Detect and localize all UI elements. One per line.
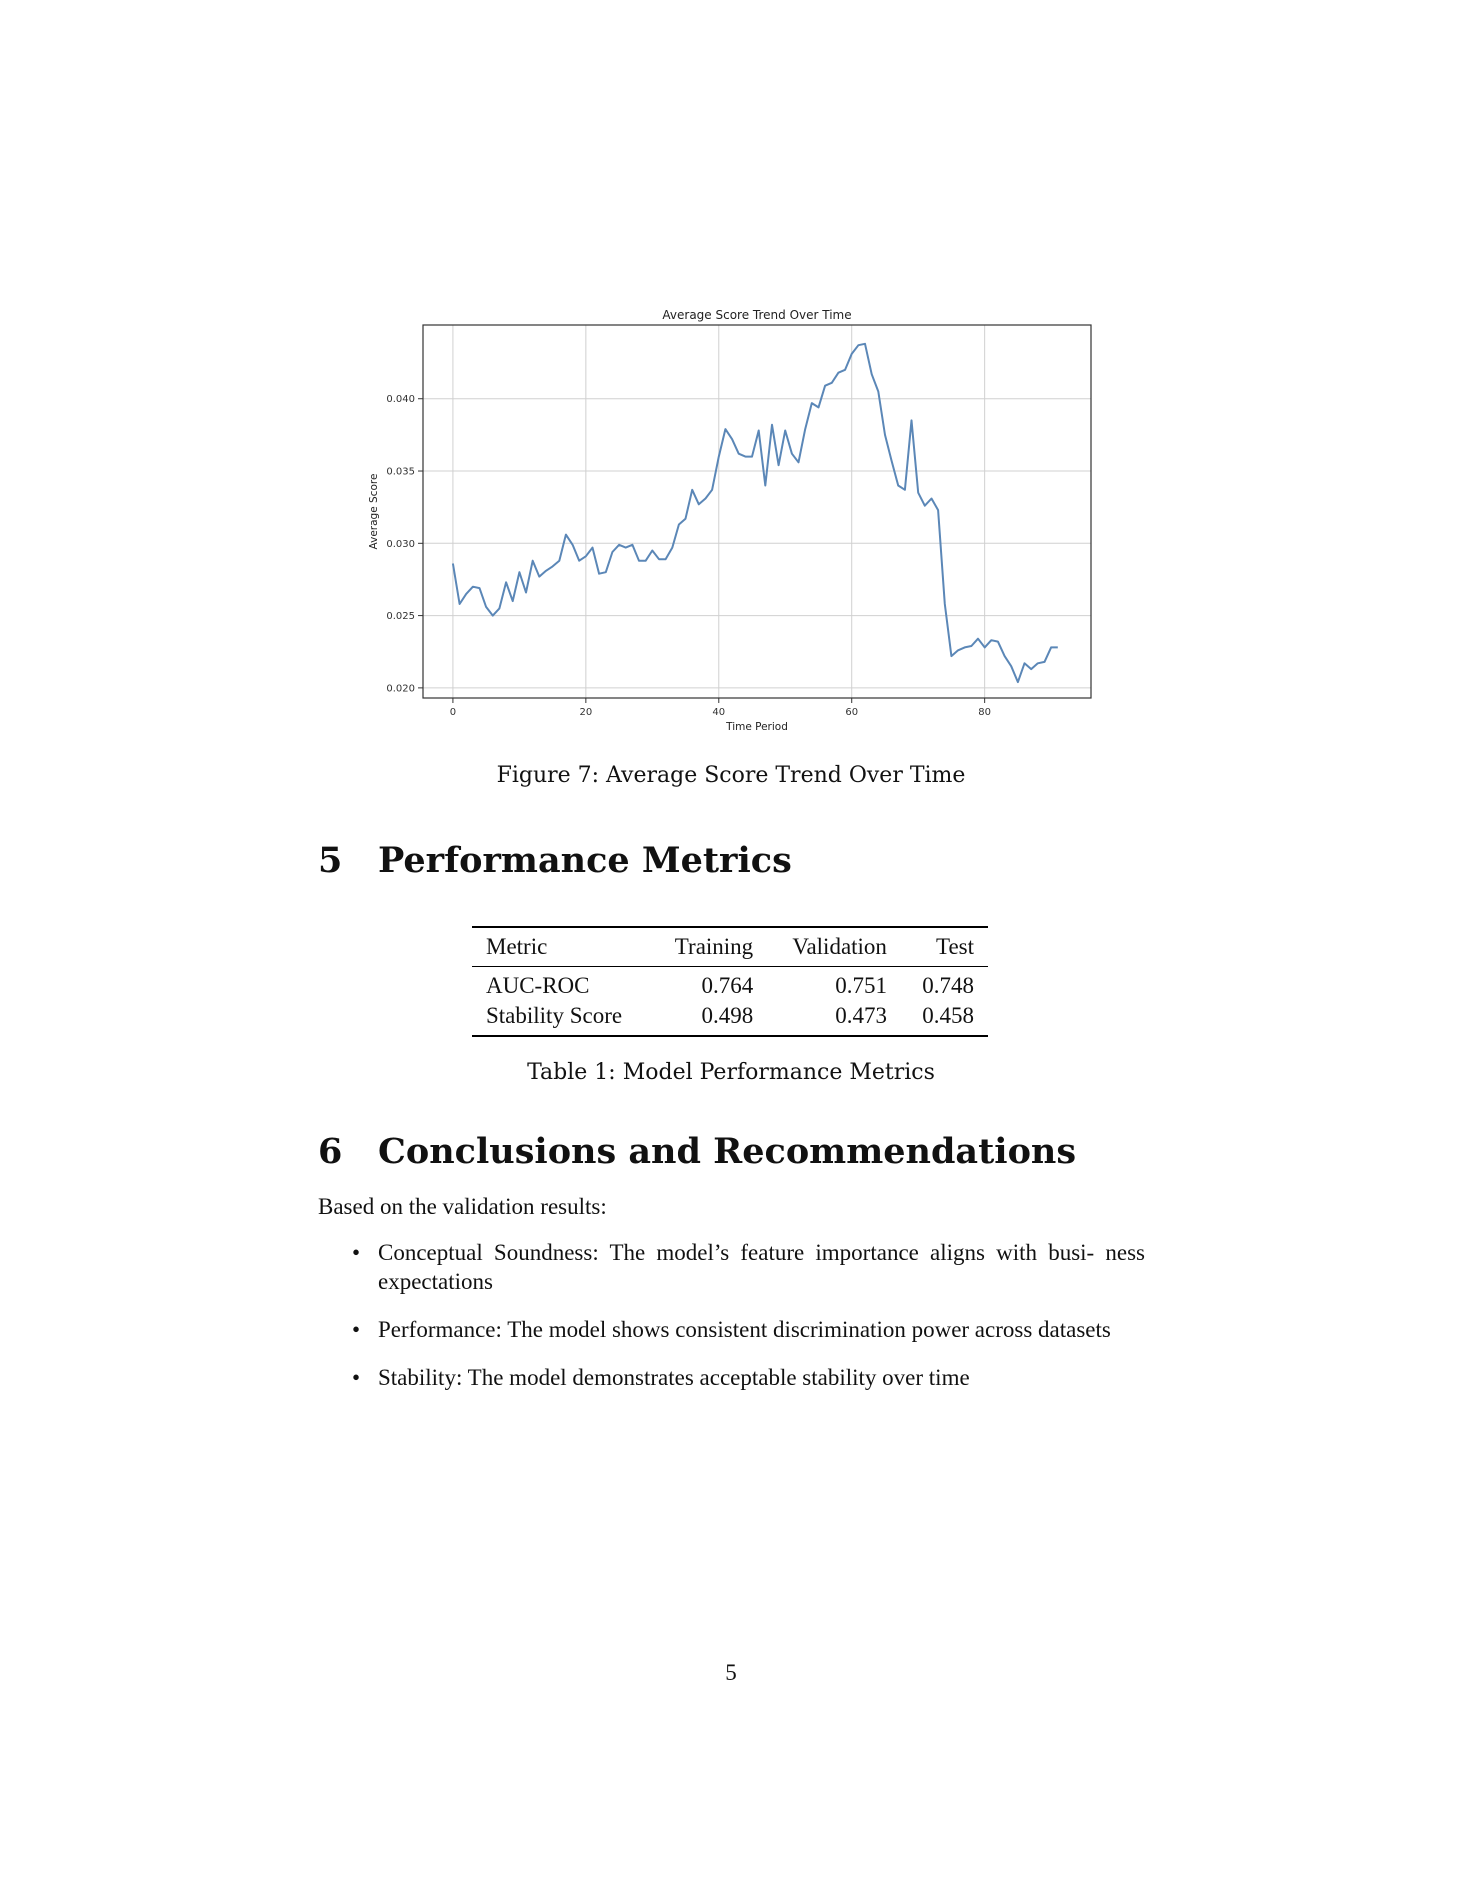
bullet-icon: •	[352, 1240, 361, 1265]
section-heading-conclusions: 6 Conclusions and Recommendations	[318, 1131, 1076, 1172]
table-row: Stability Score 0.498 0.473 0.458	[472, 1001, 988, 1036]
column-header-test: Test	[936, 934, 974, 959]
list-item: • Performance: The model shows consistent…	[350, 1315, 1145, 1344]
y-tick-label: 0.030	[386, 539, 415, 550]
y-tick-label: 0.040	[386, 394, 415, 405]
x-tick-label: 40	[712, 707, 725, 718]
table-cell: 0.751	[835, 973, 887, 998]
y-tick-label: 0.025	[386, 611, 415, 622]
page-number: 5	[725, 1660, 737, 1685]
table-row: AUC-ROC 0.764 0.751 0.748	[472, 967, 988, 1002]
list-item-text: Stability: The model demonstrates accept…	[378, 1365, 970, 1390]
section-title: Performance Metrics	[378, 840, 792, 881]
bullet-icon: •	[352, 1317, 361, 1342]
bullet-icon: •	[352, 1365, 361, 1390]
column-header-metric: Metric	[486, 934, 548, 959]
x-tick-label: 0	[450, 707, 456, 718]
section-number: 5	[318, 840, 343, 881]
table-caption: Table 1: Model Performance Metrics	[527, 1060, 935, 1085]
figure-chart: 0 20 40 60 80 0.020 0.025 0.030 0.035 0.040 Averag…	[365, 305, 1097, 735]
conclusions-list: • Conceptual Soundness: The model’s featu…	[350, 1238, 1145, 1411]
list-item-text: Performance: The model shows consistent …	[378, 1317, 1111, 1342]
column-header-training: Training	[674, 934, 754, 959]
table-cell: AUC-ROC	[486, 973, 590, 998]
table-cell: Stability Score	[486, 1003, 623, 1028]
section-heading-performance: 5 Performance Metrics	[318, 840, 792, 881]
column-header-validation: Validation	[792, 934, 887, 959]
x-tick-label: 60	[845, 707, 858, 718]
conclusions-intro: Based on the validation results:	[318, 1194, 607, 1219]
x-tick-label: 80	[978, 707, 991, 718]
y-tick-label: 0.020	[386, 683, 415, 694]
table-cell: 0.458	[922, 1003, 974, 1028]
metrics-table: Metric Training Validation Test AUC-ROC …	[472, 926, 988, 1037]
x-axis-label: Time Period	[725, 721, 788, 733]
y-tick-label: 0.035	[386, 467, 415, 478]
list-item-text: Conceptual Soundness: The model’s featur…	[378, 1240, 1145, 1294]
section-title: Conclusions and Recommendations	[378, 1131, 1077, 1172]
plot-frame	[422, 324, 1092, 699]
table-cell: 0.473	[835, 1003, 887, 1028]
x-tick-label: 20	[579, 707, 592, 718]
y-axis-label: Average Score	[368, 474, 380, 550]
table-cell: 0.498	[701, 1003, 754, 1028]
line-chart: 0 20 40 60 80 0.020 0.025 0.030 0.035 0.040 Averag…	[368, 308, 1092, 733]
figure-caption: Figure 7: Average Score Trend Over Time	[496, 763, 966, 788]
section-number: 6	[318, 1131, 343, 1172]
table-cell: 0.764	[701, 973, 754, 998]
chart-title: Average Score Trend Over Time	[662, 308, 851, 322]
list-item: • Stability: The model demonstrates accep…	[350, 1363, 1145, 1392]
series-line	[451, 342, 1058, 684]
table-cell: 0.748	[922, 973, 974, 998]
table-header-row: Metric Training Validation Test	[472, 927, 988, 967]
list-item: • Conceptual Soundness: The model’s featu…	[350, 1238, 1145, 1296]
